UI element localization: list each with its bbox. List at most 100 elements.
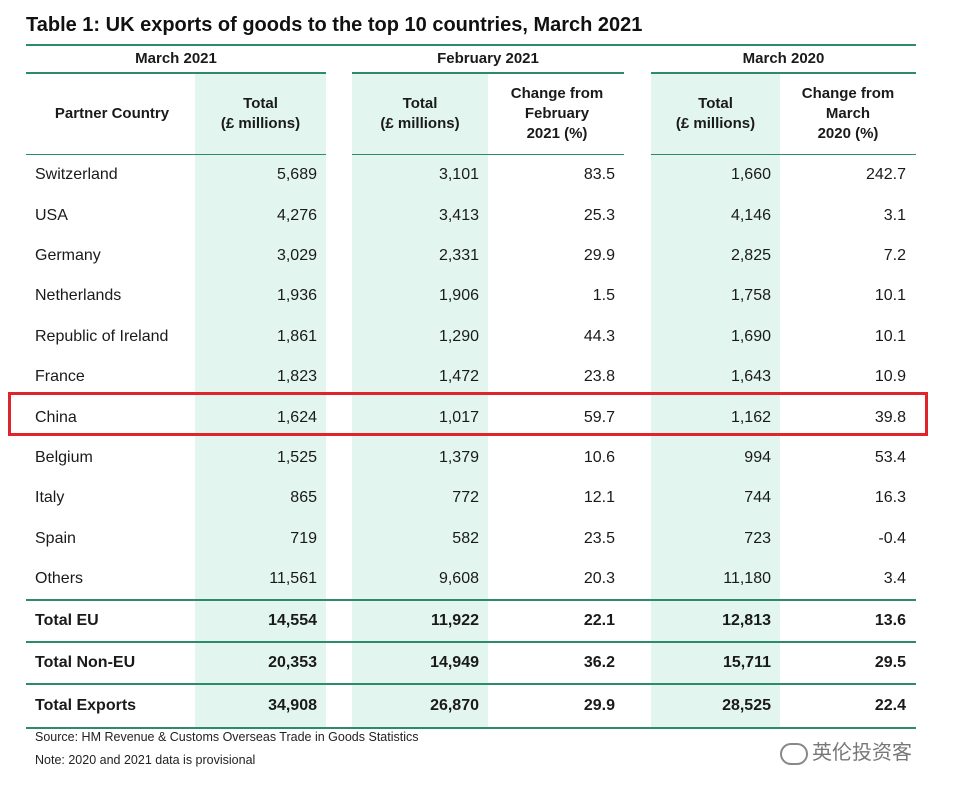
shade-feb21-total [352,74,488,728]
cell-mar20-change: 53.4 [874,449,906,466]
cell-mar20-total: 11,180 [723,570,771,587]
cell-mar21-total: 4,276 [276,207,317,224]
table-row: Switzerland 5,689 3,101 83.5 1,660 242.7 [0,155,957,195]
cell-mar21-total: 1,936 [276,287,317,304]
cell-country: France [35,368,85,385]
cell-feb21-total: 3,101 [438,166,479,183]
col-header-mar21-total: Total (£ millions) [220,95,301,132]
cell-mar21-total: 1,525 [276,449,317,466]
cell-feb21-change: 36.2 [583,654,615,671]
cell-feb21-total: 2,331 [438,247,479,264]
cell-mar20-change: 242.7 [865,166,906,183]
cell-mar21-total: 1,861 [276,328,317,345]
cell-feb21-change: 10.6 [583,449,615,466]
cell-mar20-change: 13.6 [874,612,906,629]
table-title: Table 1: UK exports of goods to the top … [26,14,643,36]
cell-feb21-change: 22.1 [583,612,615,629]
table-row-total: Total Exports 34,908 26,870 29.9 28,525 … [0,686,957,726]
footnote-note: Note: 2020 and 2021 data is provisional [35,753,256,767]
cell-mar20-total: 1,758 [730,287,771,304]
watermark-text: 英伦投资客 [812,740,912,764]
cell-mar20-total: 12,813 [722,612,771,629]
cell-country: China [35,409,77,426]
cell-feb21-change: 1.5 [592,287,615,304]
shade-mar21-total [195,74,326,728]
cell-mar20-total: 2,825 [730,247,771,264]
cell-feb21-total: 26,870 [430,697,479,714]
cell-country: Others [35,570,84,587]
cell-mar20-change: 7.2 [883,247,906,264]
cell-feb21-total: 772 [452,489,479,506]
rule-header-feb21 [352,154,624,155]
cell-mar21-total: 3,029 [276,247,317,264]
cell-feb21-total: 9,608 [438,570,479,587]
cell-feb21-change: 12.1 [583,489,615,506]
cell-mar20-change: 39.8 [874,409,906,426]
cell-mar21-total: 34,908 [268,697,317,714]
cell-feb21-total: 1,906 [438,287,479,304]
cell-mar20-change: 3.4 [883,570,906,587]
rule-header-mar21 [26,154,326,155]
rule-above-total-non-eu [26,641,916,643]
cell-mar21-total: 719 [290,530,317,547]
rule-top [26,44,916,46]
col-header-feb21-change: Change from February 2021 (%) [510,85,604,142]
cell-mar21-total: 1,624 [276,409,317,426]
cell-country: Republic of Ireland [35,328,169,345]
cell-feb21-change: 44.3 [583,328,615,345]
table-row-total: Total Non-EU 20,353 14,949 36.2 15,711 2… [0,643,957,683]
col-header-partner: Partner Country [54,105,170,122]
wechat-icon [780,742,808,765]
table-row: Germany 3,029 2,331 29.9 2,825 7.2 [0,236,957,276]
cell-mar20-total: 994 [744,449,771,466]
table-row: Others 11,561 9,608 20.3 11,180 3.4 [0,559,957,599]
rule-group-mar21 [26,72,326,74]
rule-above-total-exports [26,683,916,685]
cell-feb21-change: 59.7 [583,409,615,426]
cell-country: Switzerland [35,166,118,183]
cell-mar21-total: 20,353 [268,654,317,671]
cell-country: Netherlands [35,287,122,304]
shade-mar20-total [651,74,780,728]
cell-mar21-total: 11,561 [269,570,317,587]
table-row: Spain 719 582 23.5 723 -0.4 [0,519,957,559]
table-row: France 1,823 1,472 23.8 1,643 10.9 [0,357,957,397]
rule-bottom [26,727,916,729]
cell-mar20-total: 28,525 [722,697,771,714]
table-row: Belgium 1,525 1,379 10.6 994 53.4 [0,438,957,478]
cell-country: Total EU [35,612,99,629]
group-header-mar21: March 2021 [135,50,217,67]
highlight-box [8,392,928,436]
cell-feb21-total: 3,413 [438,207,479,224]
cell-mar21-total: 5,689 [276,166,317,183]
col-header-mar20-change: Change from March 2020 (%) [801,85,895,142]
cell-country: Belgium [35,449,93,466]
table-row: Netherlands 1,936 1,906 1.5 1,758 10.1 [0,276,957,316]
table-row-highlighted: China 1,624 1,017 59.7 1,162 39.8 [0,398,957,438]
cell-mar20-change: 16.3 [874,489,906,506]
table-row-total: Total EU 14,554 11,922 22.1 12,813 13.6 [0,601,957,641]
cell-mar20-total: 744 [744,489,771,506]
watermark: 英伦投资客 [780,736,912,765]
cell-mar20-total: 723 [744,530,771,547]
rule-group-feb21 [352,72,624,74]
cell-country: Germany [35,247,101,264]
cell-mar20-change: 10.1 [874,287,906,304]
cell-mar20-total: 4,146 [730,207,771,224]
cell-mar20-total: 1,660 [730,166,771,183]
cell-feb21-change: 29.9 [583,247,615,264]
cell-feb21-change: 23.5 [583,530,615,547]
col-header-feb21-total: Total (£ millions) [380,95,460,132]
cell-feb21-change: 20.3 [583,570,615,587]
table-row: Italy 865 772 12.1 744 16.3 [0,478,957,518]
cell-country: Italy [35,489,65,506]
rule-above-total-eu [26,599,916,601]
cell-country: Spain [35,530,76,547]
cell-mar20-total: 1,643 [730,368,771,385]
cell-mar20-total: 1,690 [730,328,771,345]
cell-mar21-total: 1,823 [276,368,317,385]
cell-mar20-change: 29.5 [874,654,906,671]
cell-mar20-change: -0.4 [878,530,906,547]
cell-feb21-total: 11,922 [430,612,479,629]
cell-mar20-total: 15,711 [722,654,771,671]
